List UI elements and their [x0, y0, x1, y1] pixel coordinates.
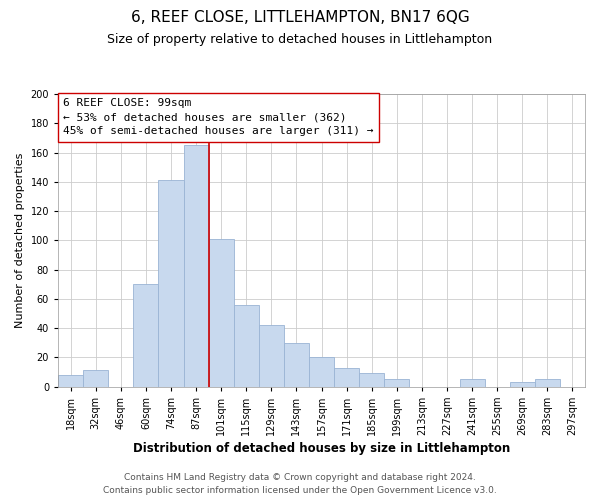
Bar	[334, 368, 359, 386]
Text: Contains HM Land Registry data © Crown copyright and database right 2024.
Contai: Contains HM Land Registry data © Crown c…	[103, 474, 497, 495]
Text: 6 REEF CLOSE: 99sqm
← 53% of detached houses are smaller (362)
45% of semi-detac: 6 REEF CLOSE: 99sqm ← 53% of detached ho…	[64, 98, 374, 136]
Bar	[83, 370, 108, 386]
X-axis label: Distribution of detached houses by size in Littlehampton: Distribution of detached houses by size …	[133, 442, 510, 455]
Bar	[535, 379, 560, 386]
Bar	[384, 379, 409, 386]
Bar	[460, 379, 485, 386]
Bar	[58, 375, 83, 386]
Bar	[158, 180, 184, 386]
Text: 6, REEF CLOSE, LITTLEHAMPTON, BN17 6QG: 6, REEF CLOSE, LITTLEHAMPTON, BN17 6QG	[131, 10, 469, 25]
Y-axis label: Number of detached properties: Number of detached properties	[15, 152, 25, 328]
Bar	[510, 382, 535, 386]
Bar	[209, 239, 234, 386]
Bar	[133, 284, 158, 386]
Bar	[234, 304, 259, 386]
Bar	[359, 374, 384, 386]
Bar	[284, 342, 309, 386]
Text: Size of property relative to detached houses in Littlehampton: Size of property relative to detached ho…	[107, 32, 493, 46]
Bar	[309, 358, 334, 386]
Bar	[184, 145, 209, 386]
Bar	[259, 325, 284, 386]
